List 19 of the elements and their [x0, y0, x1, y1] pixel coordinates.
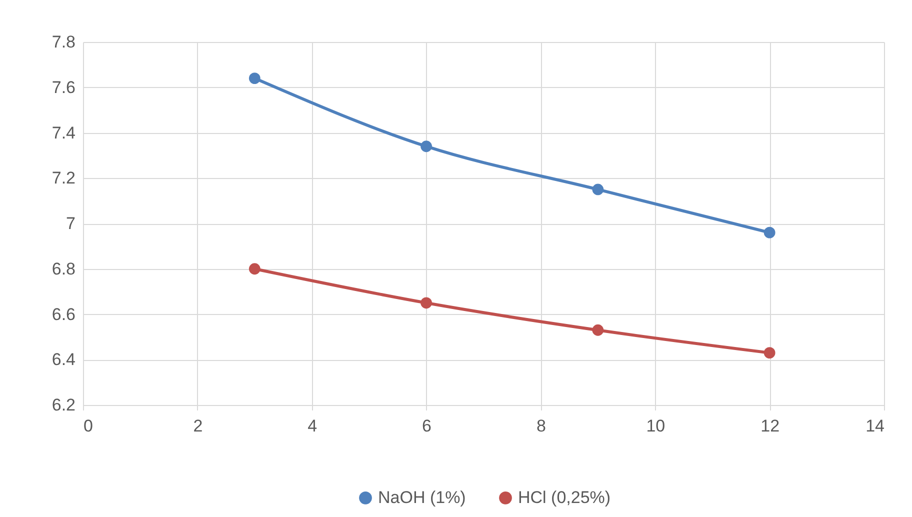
- y-tick-label: 6.6: [52, 304, 76, 324]
- x-tick-label: 2: [193, 416, 203, 436]
- x-tick-label: 0: [84, 416, 93, 436]
- x-tick-label: 10: [646, 416, 666, 436]
- legend-label: NaOH (1%): [378, 488, 466, 507]
- y-tick-label: 7.2: [52, 168, 76, 188]
- y-tick-label: 7.4: [52, 123, 76, 142]
- y-tick-label: 7.8: [52, 32, 76, 52]
- x-tick-label: 4: [308, 416, 318, 436]
- legend-label: HCl (0,25%): [518, 488, 611, 507]
- x-tick-label: 6: [422, 416, 432, 436]
- y-tick-label: 6.4: [52, 350, 76, 370]
- y-tick-label: 7.6: [52, 78, 76, 97]
- x-tick-label: 12: [760, 416, 780, 436]
- x-tick-label: 8: [536, 416, 546, 436]
- x-tick-label: 14: [866, 416, 884, 436]
- y-tick-label: 6.2: [52, 396, 76, 414]
- y-tick-label: 6.8: [52, 259, 76, 278]
- y-tick-label: 7: [66, 214, 76, 233]
